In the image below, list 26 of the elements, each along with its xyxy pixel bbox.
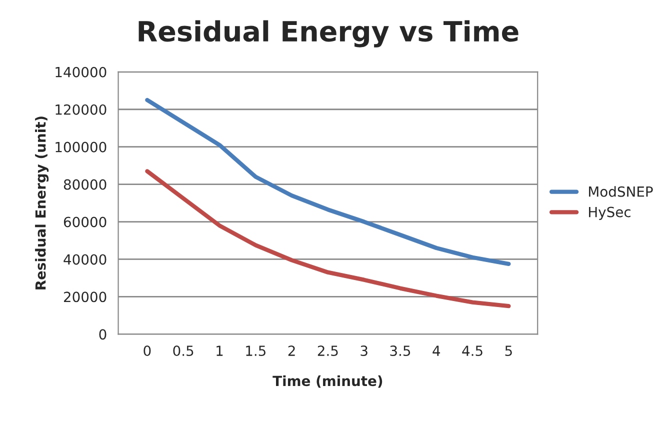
x-tick-label: 5 <box>505 346 512 356</box>
y-tick-label: 0 <box>99 329 106 340</box>
legend-label: HySec <box>589 206 630 220</box>
y-axis-title: Residual Energy (unit) <box>35 116 49 290</box>
line-series <box>145 98 511 266</box>
chart-title: Residual Energy vs Time <box>138 20 518 48</box>
y-tick-label: 120000 <box>56 104 106 115</box>
x-tick-label: 4.5 <box>462 346 482 356</box>
y-tick-label: 80000 <box>64 179 106 190</box>
x-tick-label: 0.5 <box>173 346 194 356</box>
x-tick-label: 1.5 <box>246 346 266 356</box>
y-tick-label: 20000 <box>64 292 106 302</box>
x-tick-label: 0 <box>144 346 151 356</box>
x-tick-label: 4 <box>432 346 440 356</box>
y-tick-label: 40000 <box>64 254 106 265</box>
line-series <box>145 169 511 308</box>
x-tick-label: 1 <box>216 346 223 356</box>
y-tick-label: 140000 <box>56 66 106 78</box>
x-tick-label: 3 <box>360 346 368 356</box>
x-tick-label: 3.5 <box>390 346 410 356</box>
x-tick-label: 2.5 <box>318 346 338 356</box>
legend-label: ModSNEP <box>589 186 653 197</box>
x-axis-title: Time (minute) <box>272 375 382 388</box>
x-tick-label: 2 <box>288 346 295 356</box>
y-tick-label: 100000 <box>56 142 106 152</box>
y-tick-label: 60000 <box>64 216 106 228</box>
